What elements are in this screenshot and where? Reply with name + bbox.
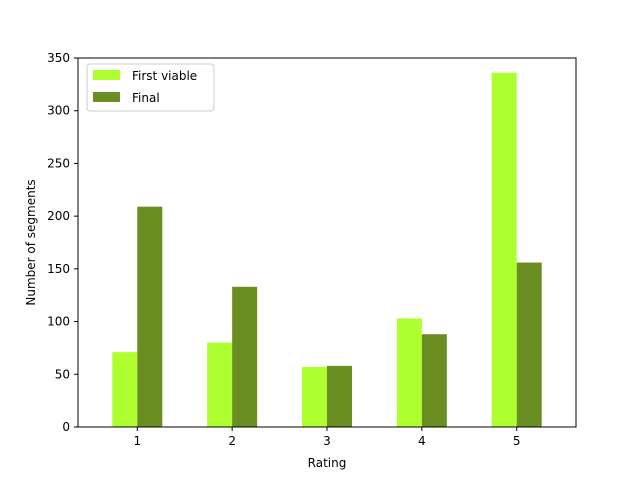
bar-first-viable-3 — [302, 366, 327, 427]
y-axis-label: Number of segments — [24, 179, 38, 305]
x-axis-ticks: 1 2 3 4 5 — [133, 427, 521, 448]
bar-first-viable-5 — [491, 72, 517, 427]
y-tick-label: 350 — [47, 51, 70, 65]
bar-final-4 — [421, 334, 447, 427]
bar-first-viable-2 — [207, 342, 233, 427]
y-axis-ticks: 0 50 100 150 200 250 300 350 — [47, 51, 78, 434]
y-tick-label: 50 — [55, 367, 70, 381]
x-tick-label: 1 — [133, 434, 141, 448]
x-axis-label: Rating — [308, 456, 347, 470]
bar-final-2 — [232, 286, 258, 427]
bar-first-viable-1 — [112, 352, 138, 427]
bar-first-viable-4 — [396, 318, 422, 427]
legend-swatch-first-viable — [93, 70, 120, 80]
y-tick-label: 100 — [47, 315, 70, 329]
bars-group — [112, 72, 542, 427]
bar-final-5 — [516, 262, 542, 427]
legend-label-first-viable: First viable — [132, 69, 197, 83]
x-tick-label: 4 — [418, 434, 426, 448]
y-tick-label: 250 — [47, 156, 70, 170]
y-tick-label: 200 — [47, 209, 70, 223]
x-tick-label: 2 — [228, 434, 236, 448]
x-tick-label: 5 — [513, 434, 521, 448]
bar-final-3 — [327, 365, 352, 427]
legend: First viable Final — [86, 63, 215, 112]
bar-final-1 — [137, 206, 163, 427]
y-tick-label: 0 — [62, 420, 70, 434]
y-tick-label: 150 — [47, 262, 70, 276]
legend-label-final: Final — [132, 91, 160, 105]
y-tick-label: 300 — [47, 104, 70, 118]
legend-swatch-final — [93, 92, 120, 102]
x-tick-label: 3 — [323, 434, 331, 448]
